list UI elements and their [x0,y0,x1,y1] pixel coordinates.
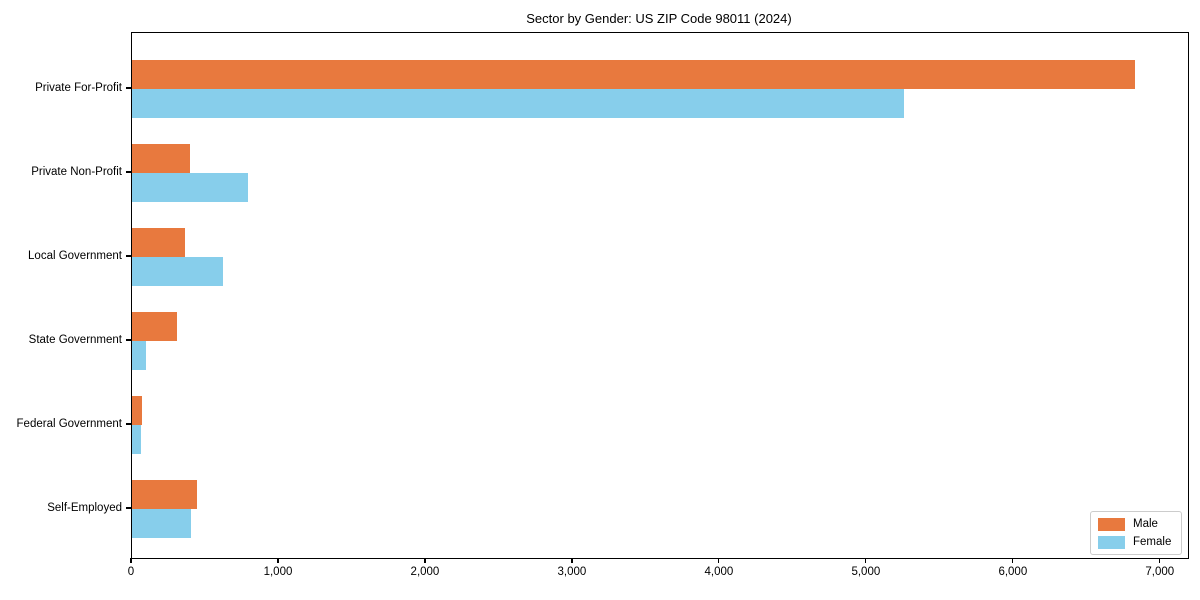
legend-entry-male: Male [1098,517,1172,531]
ytick-mark [126,339,131,341]
bar-male-2 [132,228,185,257]
xtick-mark [865,558,867,563]
ytick-mark [126,255,131,257]
bar-male-0 [132,60,1136,89]
bar-male-5 [132,480,197,509]
xtick-label: 3,000 [557,566,587,578]
legend-entry-female: Female [1098,535,1172,549]
bar-female-2 [132,257,224,286]
xtick-label: 7,000 [1145,566,1175,578]
xtick-label: 0 [127,566,135,578]
xtick-mark [424,558,426,563]
ytick-label: Self-Employed [47,502,122,514]
legend-swatch-female [1098,535,1125,549]
bar-female-3 [132,341,146,370]
legend: Male Female [1090,511,1182,555]
ytick-mark [126,87,131,89]
ytick-label: Private Non-Profit [31,166,122,178]
bar-female-1 [132,173,249,202]
xtick-label: 4,000 [704,566,734,578]
xtick-label: 2,000 [410,566,440,578]
xtick-mark [1012,558,1014,563]
xtick-mark [130,558,132,563]
bar-male-4 [132,396,143,425]
bar-female-0 [132,89,904,118]
xtick-label: 6,000 [998,566,1028,578]
xtick-mark [277,558,279,563]
xtick-label: 1,000 [263,566,293,578]
ytick-mark [126,423,131,425]
xtick-mark [1159,558,1161,563]
ytick-mark [126,507,131,509]
ytick-mark [126,171,131,173]
xtick-mark [571,558,573,563]
plot-area: Male Female [131,32,1189,559]
ytick-label: Local Government [28,250,122,262]
ytick-label: Federal Government [16,418,122,430]
chart-title: Sector by Gender: US ZIP Code 98011 (202… [526,11,792,26]
bar-male-3 [132,312,177,341]
bar-female-5 [132,509,191,538]
legend-label: Female [1133,536,1172,548]
ytick-label: Private For-Profit [35,82,122,94]
legend-swatch-male [1098,517,1125,531]
xtick-label: 5,000 [851,566,881,578]
xtick-mark [718,558,720,563]
legend-label: Male [1133,518,1158,530]
bar-male-1 [132,144,191,173]
bar-female-4 [132,425,141,454]
ytick-label: State Government [28,334,122,346]
